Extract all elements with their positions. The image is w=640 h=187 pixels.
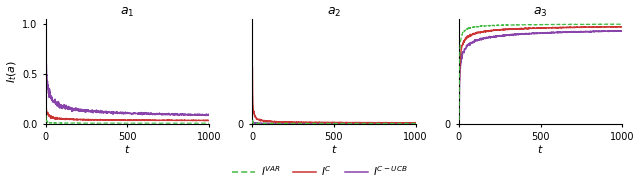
X-axis label: $t$: $t$ <box>124 143 131 155</box>
Legend: $I^{VAR}$, $I^{C}$, $I^{C-UCB}$: $I^{VAR}$, $I^{C}$, $I^{C-UCB}$ <box>228 160 412 182</box>
Title: $a_2$: $a_2$ <box>327 6 341 19</box>
X-axis label: $t$: $t$ <box>537 143 544 155</box>
Y-axis label: $I_t(a)$: $I_t(a)$ <box>6 59 19 83</box>
Title: $a_3$: $a_3$ <box>533 6 548 19</box>
X-axis label: $t$: $t$ <box>331 143 337 155</box>
Title: $a_1$: $a_1$ <box>120 6 134 19</box>
